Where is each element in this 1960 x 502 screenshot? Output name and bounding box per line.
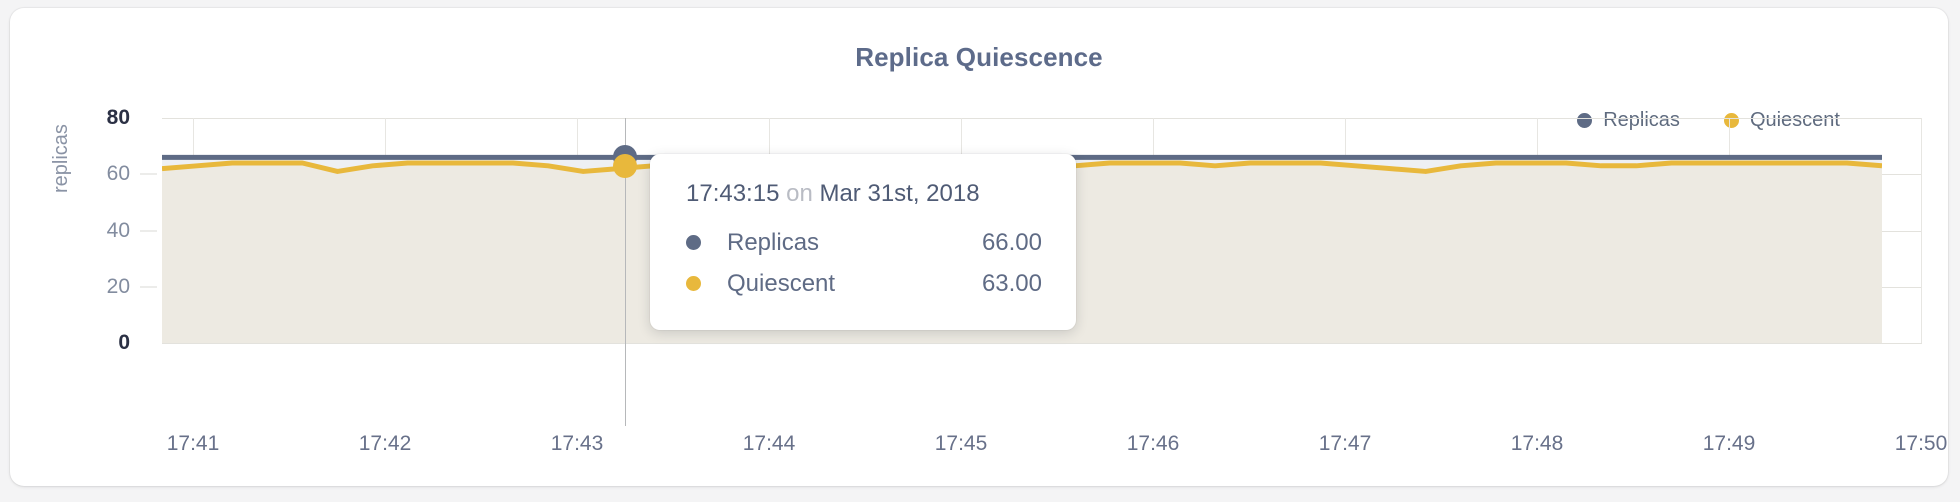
y-axis-tick-label: 20 [106, 274, 130, 298]
page-title: Replica Quiescence [855, 42, 1103, 72]
x-axis-tick-label: 17:50 [1894, 432, 1948, 455]
y-axis-tick-label: 80 [106, 106, 130, 129]
y-axis-tick-label: 0 [118, 331, 130, 354]
x-axis-tick-label: 17:49 [1702, 432, 1756, 455]
x-axis-tick-label: 17:45 [934, 432, 988, 455]
y-axis-tick-label: 40 [106, 218, 130, 242]
legend-dot-icon [1577, 113, 1593, 128]
gridline-vertical [1921, 118, 1922, 343]
tooltip-series-value: 63.00 [981, 269, 1042, 297]
legend-label: Quiescent [1749, 109, 1840, 131]
y-axis-tick-mark [140, 286, 157, 288]
y-axis-tick-mark [140, 173, 157, 175]
x-axis-tick-label: 17:41 [166, 432, 220, 455]
tooltip-series-value: 66.00 [981, 228, 1042, 256]
tooltip-row-quiescent: Quiescent 63.00 [686, 263, 1042, 304]
x-axis-tick-label: 17:44 [742, 432, 796, 455]
x-axis-tick-label: 17:46 [1126, 432, 1180, 455]
tooltip-row-replicas: Replicas 66.00 [686, 222, 1042, 263]
chart-legend: Replicas Quiescent [1577, 109, 1840, 132]
chart-card: Replica Quiescence Replicas Quiescent re… [10, 8, 1948, 486]
x-axis-tick-label: 17:42 [358, 432, 412, 455]
tooltip-series-name: Quiescent [727, 269, 836, 297]
gridline-horizontal [162, 343, 1922, 344]
legend-label: Replicas [1603, 109, 1680, 131]
legend-item-quiescent[interactable]: Quiescent [1723, 109, 1840, 132]
x-axis-tick-label: 17:48 [1510, 432, 1564, 455]
tooltip-series-name: Replicas [727, 228, 820, 256]
tooltip-connector: on [786, 180, 813, 207]
hover-marker-quiescent [613, 153, 637, 178]
y-axis-label: replicas [50, 124, 72, 193]
tooltip-dot-icon [686, 235, 701, 250]
tooltip-date: Mar 31st, 2018 [819, 180, 980, 207]
tooltip-time: 17:43:15 [686, 180, 780, 207]
tooltip-header: 17:43:15 on Mar 31st, 2018 [686, 180, 1042, 208]
legend-dot-icon [1723, 113, 1739, 128]
hover-tooltip: 17:43:15 on Mar 31st, 2018 Replicas 66.0… [650, 154, 1076, 330]
y-axis-tick-mark [140, 230, 157, 231]
hover-crosshair-line [625, 118, 626, 426]
x-axis-tick-label: 17:43 [550, 432, 604, 455]
x-axis-tick-label: 17:47 [1318, 432, 1372, 455]
legend-item-replicas[interactable]: Replicas [1577, 109, 1680, 132]
tooltip-dot-icon [686, 276, 701, 291]
y-axis-tick-label: 60 [106, 162, 130, 186]
